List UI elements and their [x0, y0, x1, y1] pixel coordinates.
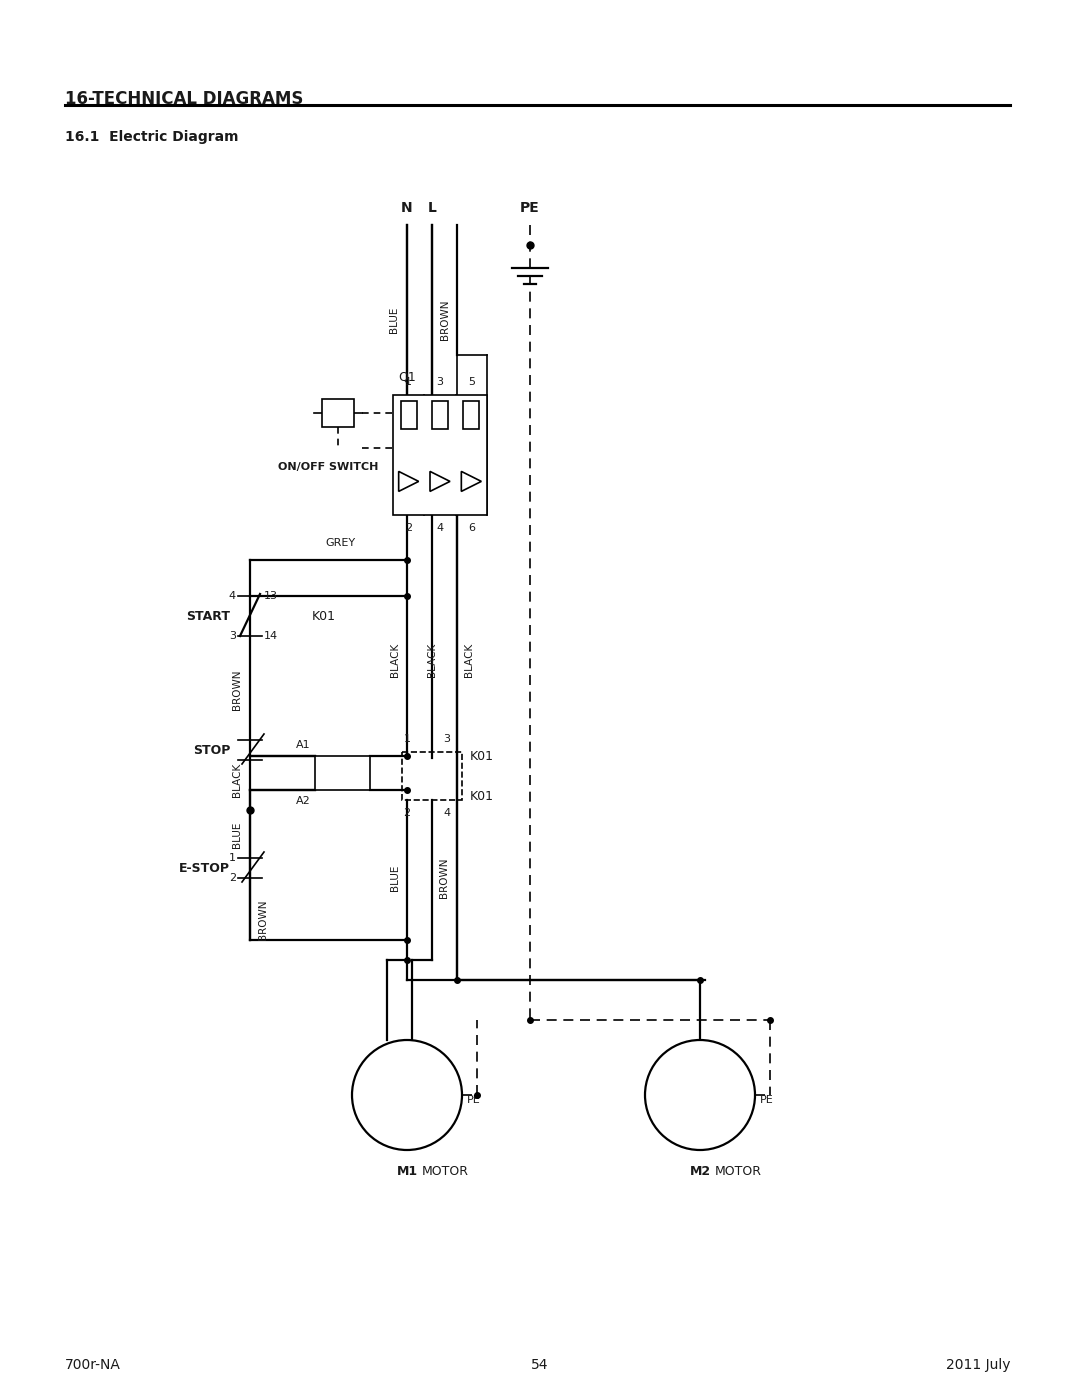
Text: A1: A1	[296, 740, 311, 750]
Bar	[401, 401, 417, 429]
Text: MOTOR: MOTOR	[715, 1165, 762, 1178]
Text: 4: 4	[436, 522, 444, 534]
Text: M2: M2	[689, 1165, 711, 1178]
Text: ON/OFF SWITCH: ON/OFF SWITCH	[278, 462, 378, 472]
Text: 2: 2	[404, 807, 410, 819]
Bar	[432, 401, 448, 429]
Text: ~: ~	[692, 1101, 708, 1120]
Bar	[463, 401, 480, 429]
Text: BLACK: BLACK	[427, 643, 437, 678]
Text: K01: K01	[312, 609, 336, 623]
Text: N: N	[401, 201, 413, 215]
Text: PE: PE	[760, 1095, 773, 1105]
Text: GREY: GREY	[325, 538, 355, 548]
Text: K01: K01	[470, 750, 494, 763]
Text: K01: K01	[470, 789, 494, 802]
Text: BLACK: BLACK	[464, 643, 474, 678]
Bar	[315, 756, 370, 789]
Text: PE: PE	[467, 1095, 481, 1105]
Text: K01: K01	[332, 768, 353, 778]
Text: 1: 1	[404, 733, 410, 745]
Text: START: START	[186, 609, 230, 623]
Text: BLACK: BLACK	[232, 763, 242, 798]
Text: 5: 5	[468, 377, 475, 387]
Bar	[402, 752, 462, 800]
Text: BROWN: BROWN	[438, 858, 449, 898]
Text: STOP: STOP	[192, 743, 230, 757]
Circle shape	[645, 1039, 755, 1150]
Text: 13: 13	[264, 591, 278, 601]
Text: BROWN: BROWN	[440, 300, 450, 341]
Text: 16.1  Electric Diagram: 16.1 Electric Diagram	[65, 130, 239, 144]
Text: A2: A2	[296, 796, 311, 806]
Text: 1: 1	[229, 854, 237, 863]
Text: ~: ~	[399, 1101, 415, 1120]
Text: MOTOR: MOTOR	[422, 1165, 469, 1178]
Text: 1: 1	[405, 377, 413, 387]
Text: E-STOP: E-STOP	[179, 862, 230, 875]
Text: 3: 3	[229, 631, 237, 641]
Text: L: L	[428, 201, 436, 215]
Text: Q1: Q1	[399, 370, 416, 384]
Text: BLUE: BLUE	[390, 865, 400, 891]
Text: 4: 4	[229, 591, 237, 601]
Bar	[393, 395, 487, 515]
Text: I>: I>	[403, 476, 414, 486]
Text: PE: PE	[521, 201, 540, 215]
Text: M1: M1	[396, 1165, 418, 1178]
Text: 700r-NA: 700r-NA	[65, 1358, 121, 1372]
Polygon shape	[430, 471, 450, 492]
Text: BLUE: BLUE	[232, 821, 242, 848]
Text: 2011 July: 2011 July	[945, 1358, 1010, 1372]
Text: I>: I>	[465, 476, 477, 486]
Text: 4: 4	[444, 807, 450, 819]
Polygon shape	[461, 471, 482, 492]
Text: 54: 54	[531, 1358, 549, 1372]
Text: I>: I>	[434, 476, 446, 486]
Text: BLUE: BLUE	[389, 307, 399, 334]
Text: 14: 14	[264, 631, 279, 641]
Bar	[322, 400, 354, 427]
Text: 6: 6	[468, 522, 475, 534]
Text: 3: 3	[436, 377, 444, 387]
Polygon shape	[399, 471, 419, 492]
Text: 16-TECHNICAL DIAGRAMS: 16-TECHNICAL DIAGRAMS	[65, 89, 303, 108]
Text: 2: 2	[405, 522, 413, 534]
Text: BLACK: BLACK	[390, 643, 400, 678]
Text: M: M	[397, 1076, 417, 1094]
Text: M: M	[690, 1076, 710, 1094]
Text: 3: 3	[444, 733, 450, 745]
Circle shape	[352, 1039, 462, 1150]
Text: BROWN: BROWN	[232, 669, 242, 710]
Text: BROWN: BROWN	[258, 900, 268, 940]
Text: 2: 2	[229, 873, 237, 883]
